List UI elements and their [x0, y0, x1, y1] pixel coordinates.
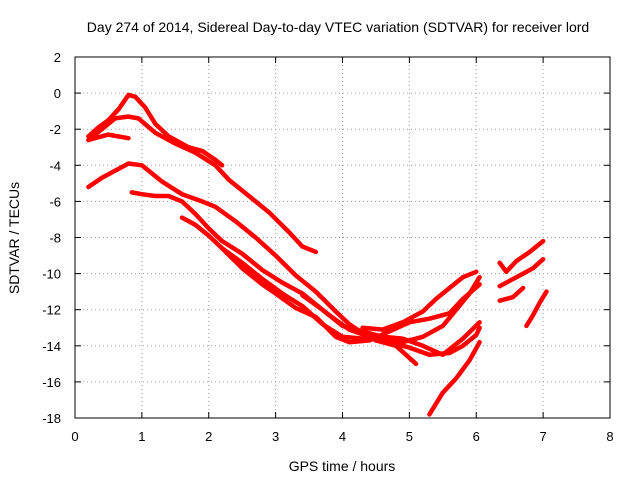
x-tick-label: 3 [272, 429, 279, 444]
y-tick-label: -12 [42, 303, 61, 318]
y-tick-label: -10 [42, 267, 61, 282]
x-tick-label: 7 [540, 429, 547, 444]
series-track-2 [86, 114, 319, 255]
x-tick-label: 5 [406, 429, 413, 444]
y-tick-label: 2 [54, 50, 61, 65]
series-track-14 [524, 289, 549, 329]
y-tick-label: -6 [49, 194, 61, 209]
y-tick-label: 0 [54, 86, 61, 101]
series-track-11 [497, 238, 546, 275]
y-tick-label: -16 [42, 375, 61, 390]
y-tick-label: -8 [49, 231, 61, 246]
x-tick-label: 4 [339, 429, 346, 444]
series-track-3 [86, 132, 131, 143]
axis-ticks: 0 1 2 3 4 5 6 7 8 2 0 -2 -4 -6 -8 -10 -12 -14 -16 -18 [42, 50, 613, 444]
y-tick-label: -18 [42, 411, 61, 426]
y-tick-label: -4 [49, 158, 61, 173]
series-track-8 [300, 274, 482, 345]
series-track-12 [497, 256, 546, 289]
series-track-13 [497, 285, 526, 303]
x-tick-label: 2 [205, 429, 212, 444]
x-axis-label: GPS time / hours [289, 458, 396, 474]
y-tick-label: -14 [42, 339, 61, 354]
x-tick-label: 0 [71, 429, 78, 444]
x-tick-label: 8 [606, 429, 613, 444]
series-track-1 [86, 92, 225, 168]
data-series [86, 92, 549, 417]
x-tick-label: 6 [473, 429, 480, 444]
y-axis-label: SDTVAR / TECUs [6, 182, 22, 294]
chart-title: Day 274 of 2014, Sidereal Day-to-day VTE… [87, 19, 589, 35]
y-tick-label: -2 [49, 122, 61, 137]
series-track-10 [427, 339, 482, 417]
series-track-7 [219, 246, 482, 345]
plot-frame [74, 56, 611, 419]
x-tick-label: 1 [138, 429, 145, 444]
series-track-9 [360, 269, 479, 332]
grid-lines [75, 57, 610, 418]
